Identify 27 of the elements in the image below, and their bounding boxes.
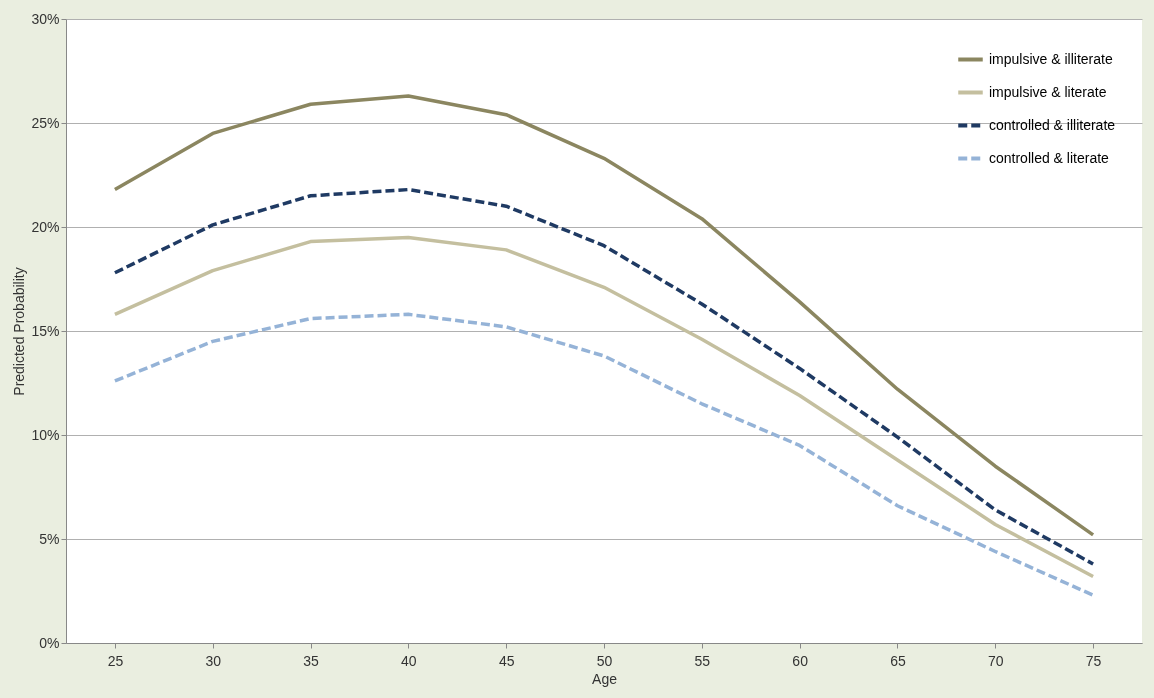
y-tick-label: 25% <box>31 114 60 131</box>
legend-label: controlled & literate <box>989 149 1110 166</box>
legend-label: controlled & illiterate <box>989 116 1116 133</box>
x-tick-label: 50 <box>596 652 613 669</box>
x-tick-label: 40 <box>401 652 417 669</box>
y-tick-label: 30% <box>31 10 60 27</box>
legend-label: impulsive & literate <box>989 83 1107 100</box>
y-tick-label: 20% <box>31 218 60 235</box>
x-tick-label: 35 <box>303 652 320 669</box>
x-tick-label: 55 <box>694 652 711 669</box>
x-tick-label: 25 <box>107 652 124 669</box>
y-tick-label: 10% <box>31 426 60 443</box>
x-tick-label: 30 <box>205 652 222 669</box>
x-tick-label: 65 <box>890 652 906 669</box>
x-tick-label: 70 <box>987 652 1004 669</box>
line-series <box>113 235 1095 579</box>
legend-label: impulsive & illiterate <box>989 50 1113 67</box>
y-axis-title: Predicted Probability <box>11 267 28 396</box>
y-tick-label: 5% <box>39 530 60 547</box>
x-tick-label: 75 <box>1085 652 1102 669</box>
line-series <box>113 312 1095 597</box>
y-tick-label: 0% <box>39 634 60 651</box>
x-tick-label: 60 <box>792 652 809 669</box>
x-tick-label: 45 <box>498 652 515 669</box>
x-axis-title: Age <box>592 670 618 687</box>
y-tick-label: 15% <box>31 322 60 339</box>
line-series <box>113 187 1095 566</box>
